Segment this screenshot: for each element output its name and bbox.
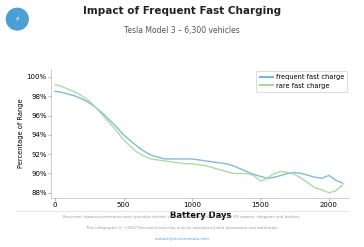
Circle shape [7, 8, 28, 30]
X-axis label: Battery Days: Battery Days [170, 210, 231, 220]
Text: Tesla Model 3 – 6,300 vehicles: Tesla Model 3 – 6,300 vehicles [124, 26, 240, 35]
Legend: frequent fast charge, rare fast charge: frequent fast charge, rare fast charge [256, 71, 348, 92]
Text: ⚡: ⚡ [15, 15, 20, 24]
Text: This infographic is ©2022 Recurrent and may only be reproduced with permission a: This infographic is ©2022 Recurrent and … [86, 226, 278, 230]
Text: Recurrent (www.recurrentauto.com) provides electric vehicle battery health repor: Recurrent (www.recurrentauto.com) provid… [63, 215, 301, 219]
Y-axis label: Percentage of Range: Percentage of Range [18, 99, 24, 168]
Text: contact@recurrentauto.com: contact@recurrentauto.com [155, 237, 209, 241]
Text: Impact of Frequent Fast Charging: Impact of Frequent Fast Charging [83, 6, 281, 16]
